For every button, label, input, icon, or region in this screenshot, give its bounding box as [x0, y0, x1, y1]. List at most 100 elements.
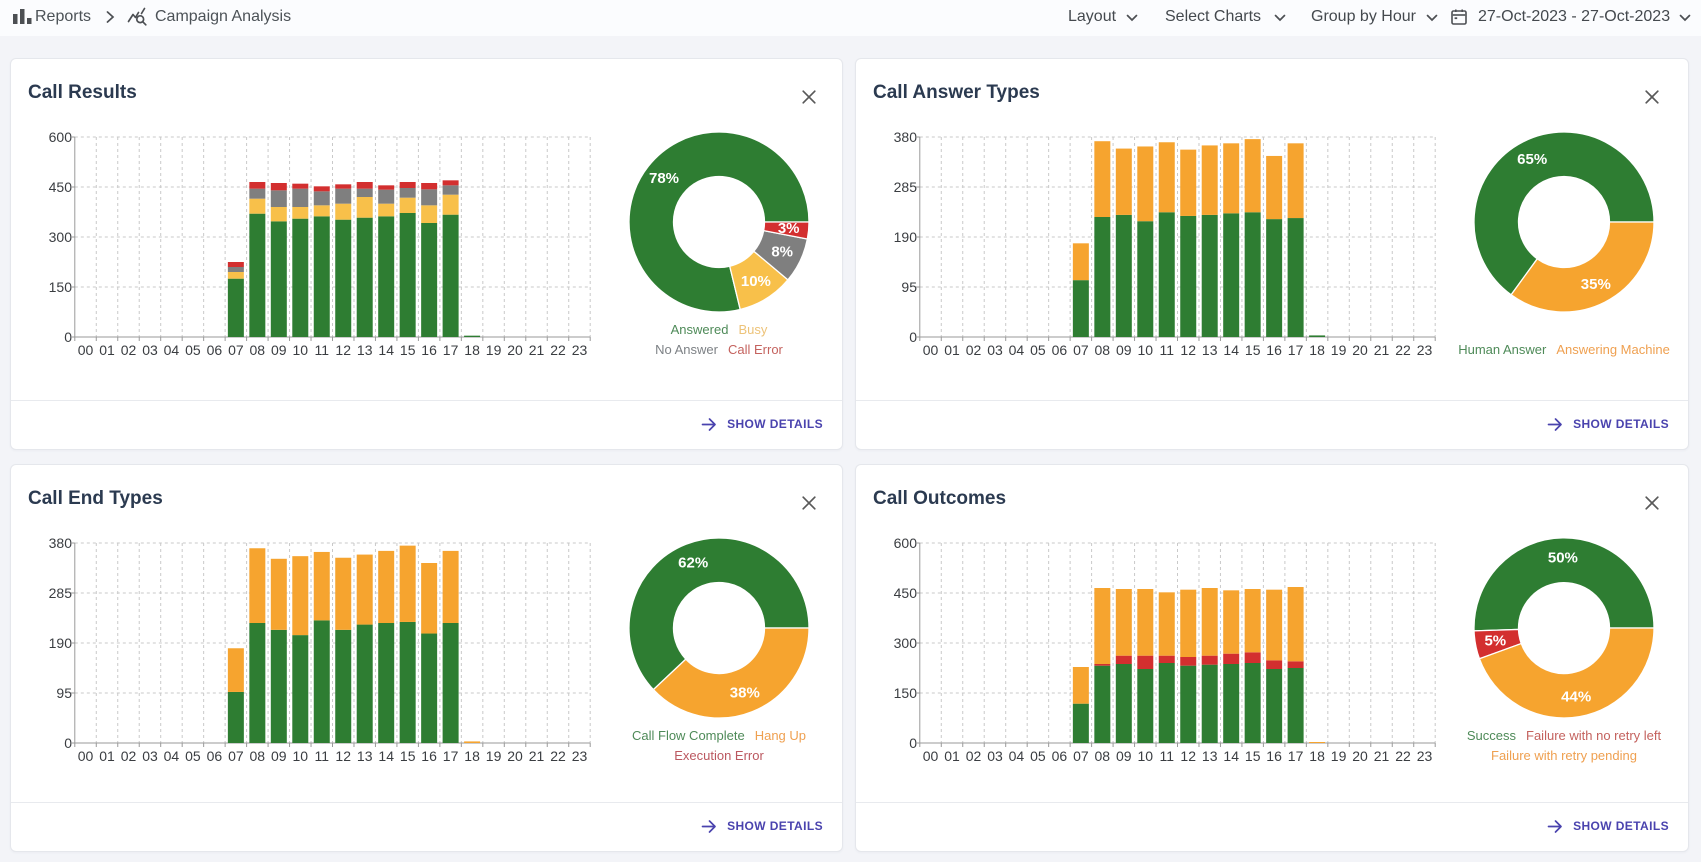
svg-text:13: 13 [1202, 342, 1218, 358]
svg-text:23: 23 [572, 342, 588, 358]
svg-text:450: 450 [894, 585, 918, 601]
svg-text:150: 150 [894, 685, 918, 701]
svg-text:00: 00 [923, 748, 939, 764]
svg-text:00: 00 [923, 342, 939, 358]
svg-text:285: 285 [49, 585, 73, 601]
svg-text:44%: 44% [1561, 688, 1591, 705]
svg-text:02: 02 [121, 748, 137, 764]
svg-text:450: 450 [49, 179, 73, 195]
svg-text:08: 08 [250, 748, 266, 764]
svg-text:18: 18 [1309, 748, 1325, 764]
svg-text:04: 04 [1009, 342, 1025, 358]
svg-text:190: 190 [49, 635, 73, 651]
svg-text:08: 08 [1095, 748, 1111, 764]
svg-text:23: 23 [572, 748, 588, 764]
svg-text:04: 04 [164, 342, 180, 358]
svg-text:23: 23 [1417, 748, 1433, 764]
svg-text:150: 150 [49, 279, 73, 295]
svg-text:17: 17 [1288, 748, 1304, 764]
svg-text:01: 01 [944, 748, 960, 764]
svg-text:17: 17 [443, 342, 459, 358]
svg-text:00: 00 [78, 748, 94, 764]
svg-text:22: 22 [550, 342, 566, 358]
svg-text:11: 11 [315, 342, 330, 358]
svg-text:78%: 78% [649, 170, 679, 187]
svg-text:02: 02 [121, 342, 137, 358]
svg-text:19: 19 [486, 748, 502, 764]
svg-text:600: 600 [49, 129, 73, 145]
svg-text:04: 04 [164, 748, 180, 764]
svg-text:10: 10 [293, 342, 309, 358]
svg-text:62%: 62% [678, 554, 708, 571]
svg-text:10: 10 [1138, 342, 1154, 358]
svg-text:05: 05 [1030, 342, 1046, 358]
svg-text:5%: 5% [1484, 633, 1506, 650]
svg-text:10: 10 [293, 748, 309, 764]
svg-text:11: 11 [1160, 342, 1175, 358]
svg-text:03: 03 [142, 342, 158, 358]
svg-text:0: 0 [909, 735, 917, 751]
svg-text:11: 11 [315, 748, 330, 764]
svg-text:65%: 65% [1517, 151, 1547, 168]
svg-text:15: 15 [400, 342, 416, 358]
svg-text:12: 12 [335, 748, 351, 764]
svg-text:0: 0 [64, 735, 72, 751]
svg-text:21: 21 [1374, 342, 1390, 358]
svg-text:07: 07 [1073, 342, 1089, 358]
svg-text:07: 07 [1073, 748, 1089, 764]
svg-text:13: 13 [357, 748, 373, 764]
svg-text:06: 06 [207, 342, 223, 358]
svg-text:14: 14 [378, 748, 394, 764]
svg-text:285: 285 [894, 179, 918, 195]
svg-text:14: 14 [1223, 342, 1239, 358]
svg-text:03: 03 [987, 748, 1003, 764]
svg-text:20: 20 [507, 748, 523, 764]
svg-text:06: 06 [207, 748, 223, 764]
svg-text:600: 600 [894, 535, 918, 551]
svg-text:38%: 38% [730, 685, 760, 702]
svg-text:17: 17 [1288, 342, 1304, 358]
svg-text:380: 380 [49, 535, 73, 551]
svg-text:12: 12 [335, 342, 351, 358]
svg-text:02: 02 [966, 342, 982, 358]
svg-text:300: 300 [49, 229, 73, 245]
svg-text:15: 15 [1245, 748, 1261, 764]
svg-text:8%: 8% [771, 244, 793, 261]
svg-text:0: 0 [64, 329, 72, 345]
svg-text:10: 10 [1138, 748, 1154, 764]
svg-text:0: 0 [909, 329, 917, 345]
svg-text:21: 21 [529, 342, 545, 358]
svg-text:09: 09 [271, 342, 287, 358]
svg-text:20: 20 [1352, 342, 1368, 358]
svg-text:95: 95 [56, 685, 72, 701]
svg-text:14: 14 [1223, 748, 1239, 764]
svg-text:08: 08 [1095, 342, 1111, 358]
svg-text:09: 09 [1116, 748, 1132, 764]
svg-text:07: 07 [228, 748, 244, 764]
svg-text:08: 08 [250, 342, 266, 358]
svg-text:01: 01 [99, 342, 115, 358]
svg-text:13: 13 [1202, 748, 1218, 764]
svg-text:21: 21 [1374, 748, 1390, 764]
svg-text:13: 13 [357, 342, 373, 358]
svg-text:22: 22 [550, 748, 566, 764]
svg-text:00: 00 [78, 342, 94, 358]
svg-text:02: 02 [966, 748, 982, 764]
svg-text:190: 190 [894, 229, 918, 245]
svg-text:14: 14 [378, 342, 394, 358]
svg-text:95: 95 [901, 279, 917, 295]
svg-text:04: 04 [1009, 748, 1025, 764]
svg-text:16: 16 [1266, 748, 1282, 764]
svg-text:20: 20 [507, 342, 523, 358]
svg-text:19: 19 [1331, 748, 1347, 764]
svg-text:22: 22 [1395, 748, 1411, 764]
svg-text:20: 20 [1352, 748, 1368, 764]
svg-text:12: 12 [1180, 748, 1196, 764]
svg-text:380: 380 [894, 129, 918, 145]
svg-text:21: 21 [529, 748, 545, 764]
svg-text:05: 05 [1030, 748, 1046, 764]
svg-text:16: 16 [1266, 342, 1282, 358]
svg-text:19: 19 [486, 342, 502, 358]
svg-text:18: 18 [464, 342, 480, 358]
svg-text:01: 01 [944, 342, 960, 358]
